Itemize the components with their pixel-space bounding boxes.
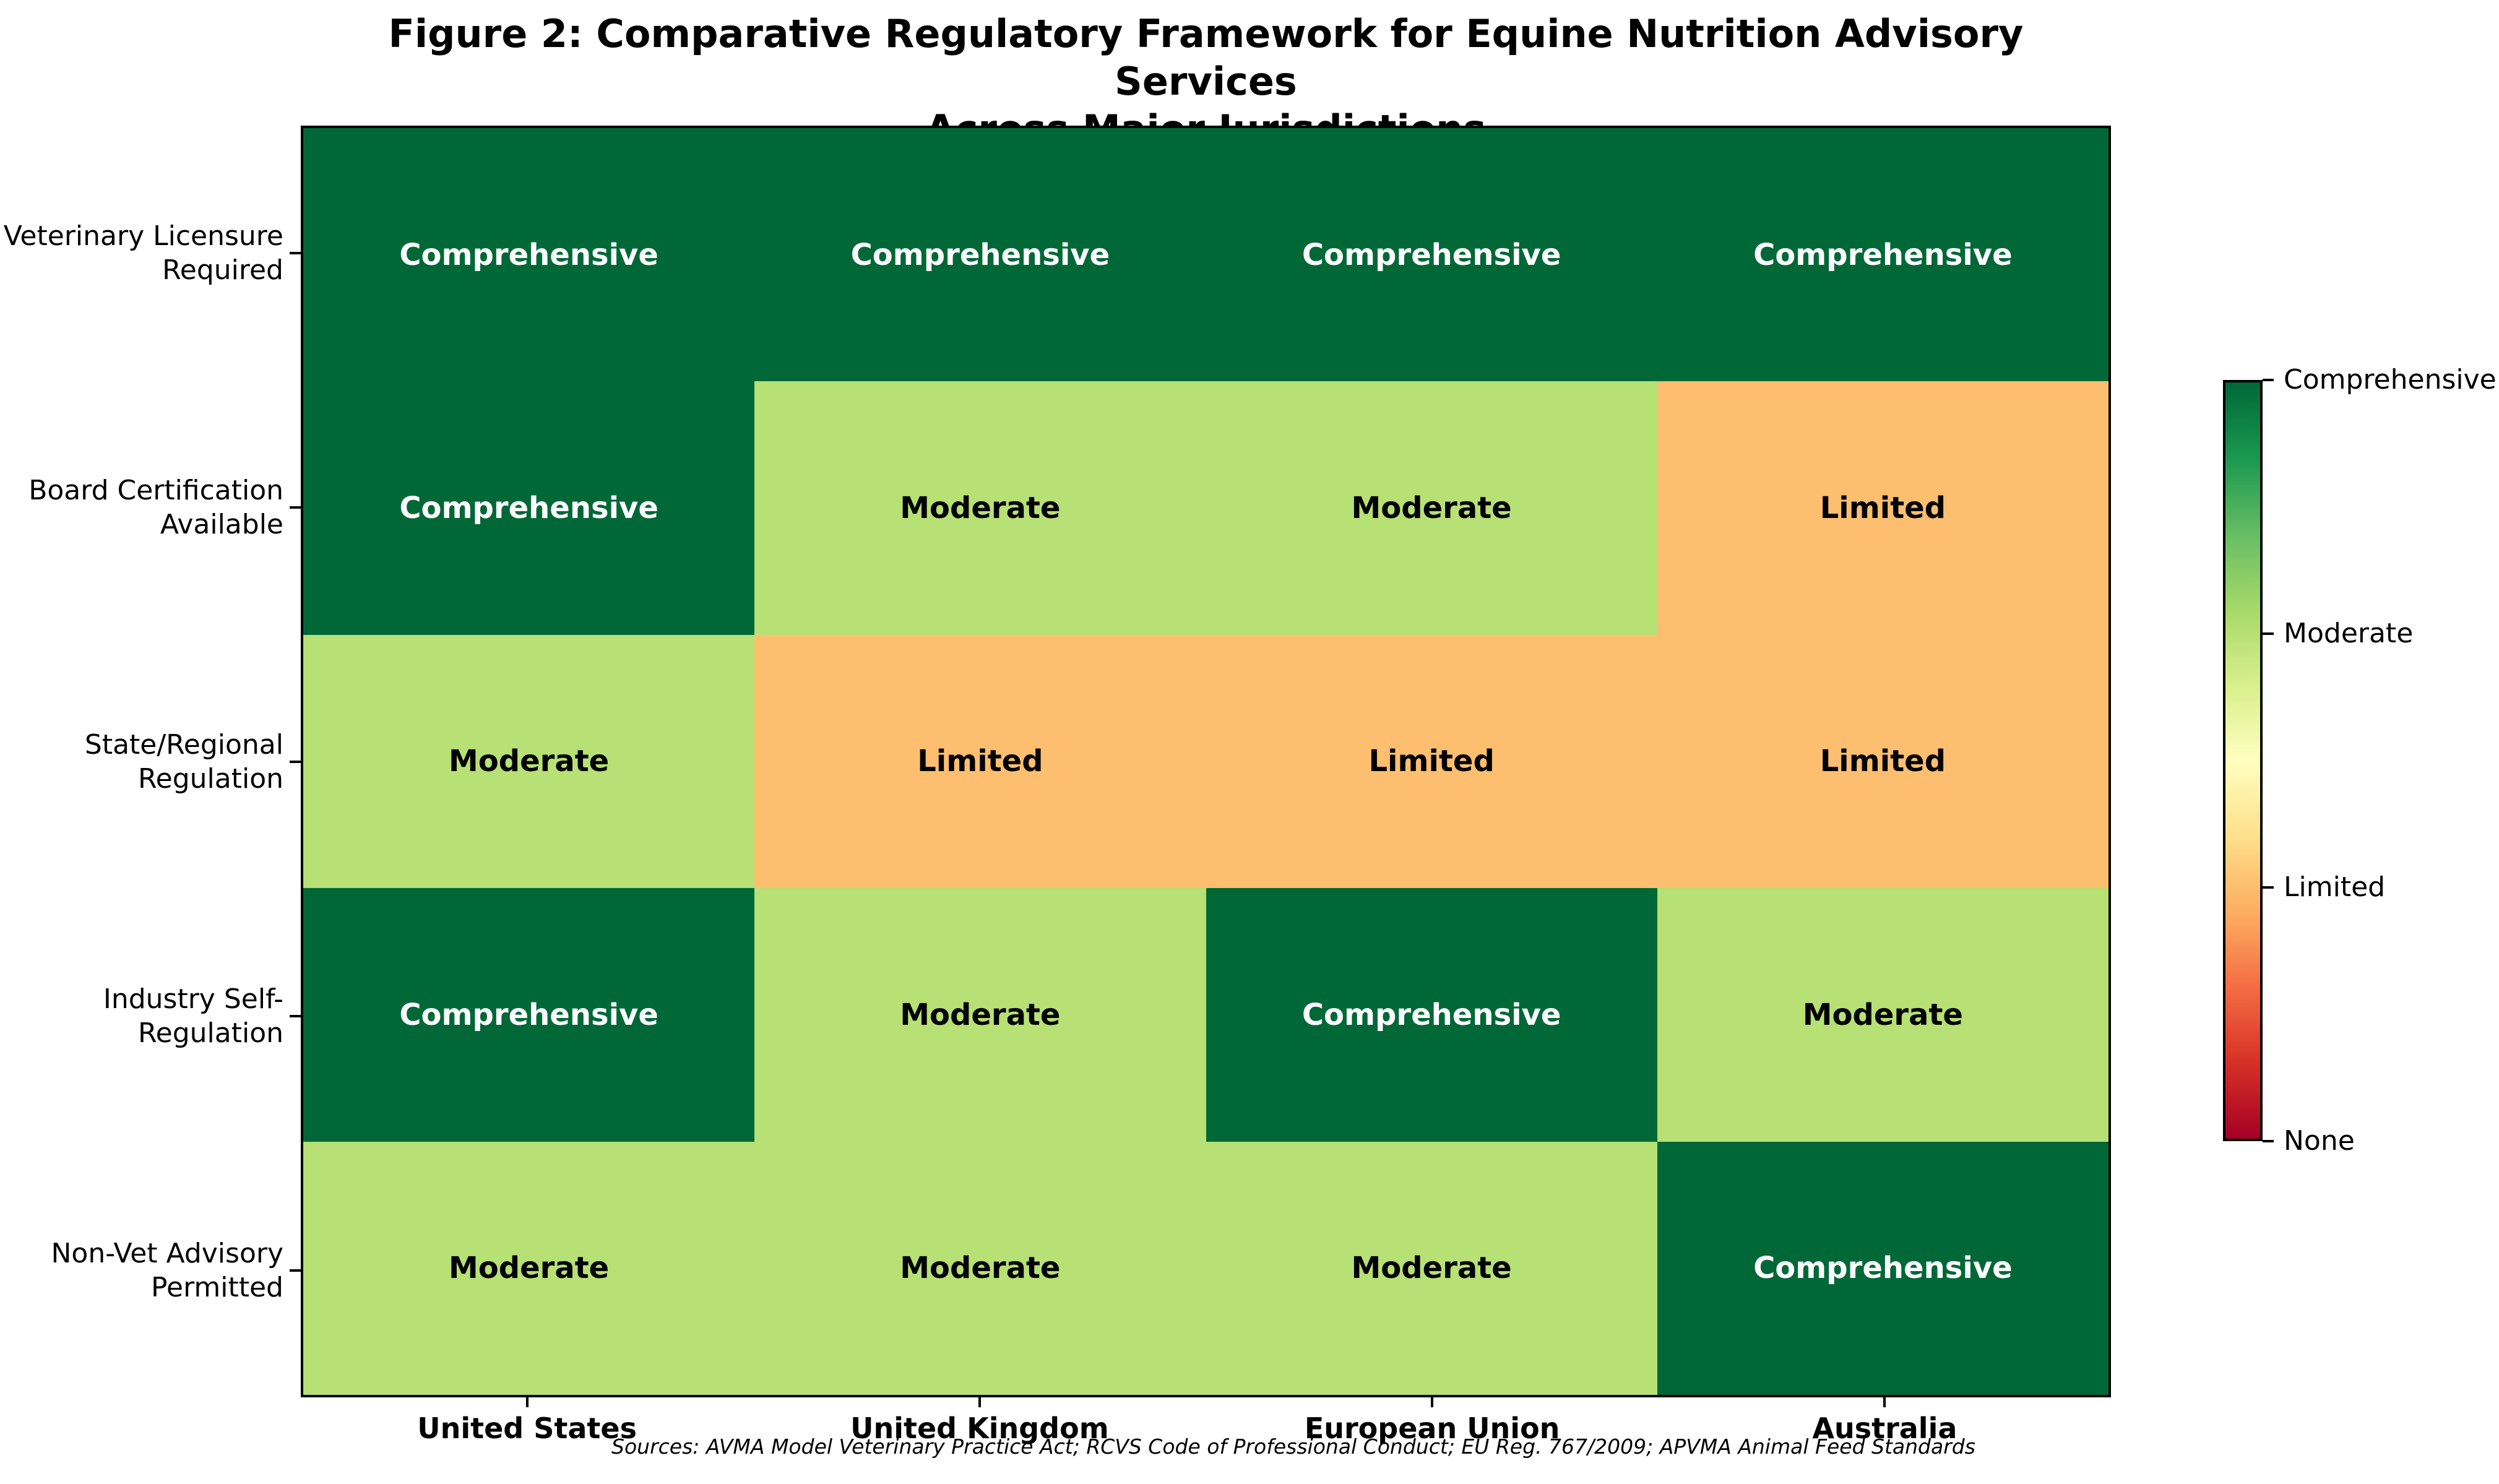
heatmap-cell-r2-c2: Limited [1206,634,1657,889]
x-axis-label-0: United States [417,1412,637,1445]
y-axis-label-2: State/Regional Regulation [84,728,283,795]
heatmap-cell-r3-c2: Comprehensive [1206,888,1657,1142]
x-axis-tick-2 [1431,1397,1434,1407]
y-axis-tick-1 [290,506,301,509]
heatmap-cell-r3-c1: Moderate [754,888,1206,1142]
heatmap-cell-r0-c3: Comprehensive [1657,128,2108,382]
x-axis-label-2: European Union [1304,1412,1560,1445]
colorbar-tick-3 [2263,1140,2274,1142]
heatmap-cell-r0-c2: Comprehensive [1206,128,1657,382]
heatmap-cell-r0-c0: Comprehensive [303,128,755,382]
heatmap-cell-r2-c3: Limited [1657,634,2108,889]
heatmap-plot-area: Comprehensive Comprehensive Comprehensive C… [301,126,2111,1397]
y-axis-label-0: Veterinary Licensure Required [3,220,283,286]
y-axis-tick-4 [290,1269,301,1272]
y-axis-label-4: Non-Vet Advisory Permitted [51,1237,283,1303]
x-axis-label-1: United Kingdom [850,1412,1109,1445]
x-axis-tick-1 [978,1397,981,1407]
colorbar-label-1: Moderate [2284,618,2414,649]
colorbar-tick-0 [2263,379,2274,381]
heatmap-cell-r1-c3: Limited [1657,381,2108,635]
x-axis-tick-0 [525,1397,529,1407]
heatmap-cell-r4-c3: Comprehensive [1657,1141,2108,1395]
source-note: Sources: AVMA Model Veterinary Practice … [611,1434,1975,1459]
heatmap-grid: Comprehensive Comprehensive Comprehensive C… [303,128,2108,1395]
x-axis-label-3: Australia [1812,1412,1957,1445]
y-axis-label-1: Board Certification Available [28,474,283,540]
heatmap-cell-r3-c3: Moderate [1657,888,2108,1142]
colorbar-label-2: Limited [2284,871,2386,903]
y-axis-label-3: Industry Self- Regulation [103,983,283,1049]
heatmap-cell-r1-c2: Moderate [1206,381,1657,635]
heatmap-cell-r2-c0: Moderate [303,634,755,889]
heatmap-cell-r4-c1: Moderate [754,1141,1206,1395]
x-axis-tick-3 [1883,1397,1886,1407]
colorbar-label-3: None [2284,1125,2355,1157]
heatmap-cell-r1-c1: Moderate [754,381,1206,635]
heatmap-cell-r4-c0: Moderate [303,1141,755,1395]
heatmap-cell-r0-c1: Comprehensive [754,128,1206,382]
y-axis-tick-2 [290,760,301,763]
heatmap-cell-r4-c2: Moderate [1206,1141,1657,1395]
colorbar-label-0: Comprehensive [2284,364,2497,395]
y-axis-tick-3 [290,1014,301,1017]
heatmap-cell-r2-c1: Limited [754,634,1206,889]
heatmap-cell-r1-c0: Comprehensive [303,381,755,635]
heatmap-cell-r3-c0: Comprehensive [303,888,755,1142]
colorbar-tick-1 [2263,632,2274,635]
y-axis-tick-0 [290,251,301,254]
colorbar [2223,380,2263,1141]
colorbar-tick-2 [2263,886,2274,889]
